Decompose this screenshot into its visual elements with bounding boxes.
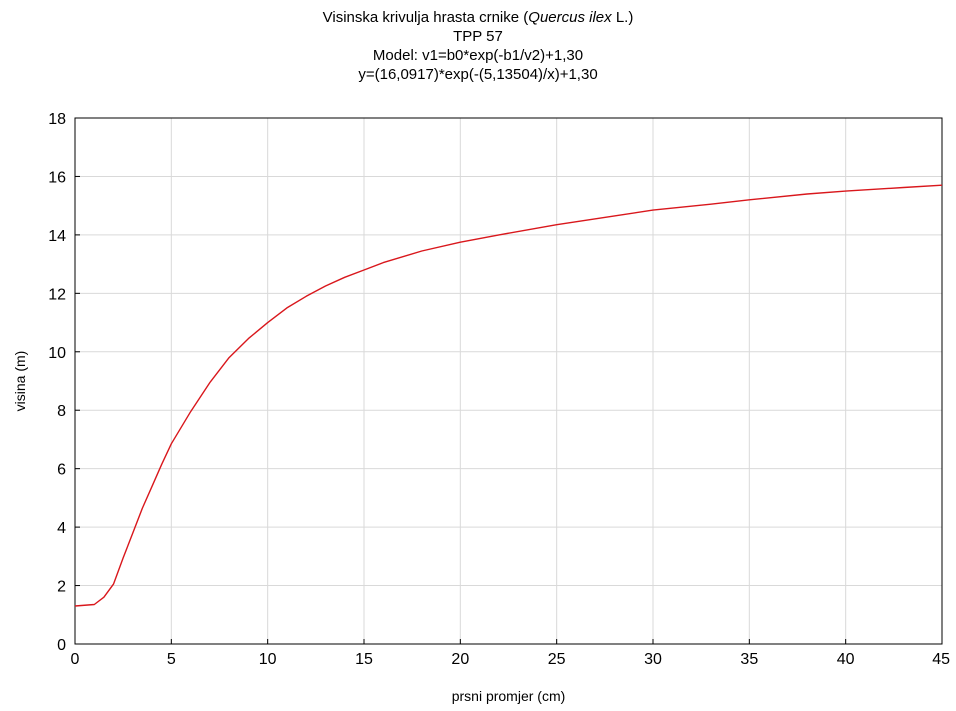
y-tick-label: 18 [48, 111, 66, 128]
x-tick-label: 0 [71, 651, 80, 668]
series-line [74, 184, 943, 607]
x-tick-label: 45 [932, 651, 950, 668]
plot-area-frame [74, 117, 943, 645]
data-series [74, 184, 943, 607]
y-tick-label: 10 [48, 345, 66, 362]
x-tick-label: 15 [355, 651, 373, 668]
y-tick-label: 16 [48, 169, 66, 186]
x-tick-label: 25 [548, 651, 566, 668]
x-tick-label: 35 [740, 651, 758, 668]
x-axis-label: prsni promjer (cm) [452, 688, 566, 704]
x-tick-labels: 0 5 10 15 20 25 30 35 40 45 [71, 651, 951, 668]
chart-title-author: L.) [611, 9, 634, 26]
y-tick-label: 14 [48, 228, 66, 245]
x-tick-label: 10 [259, 651, 277, 668]
x-tick-label: 40 [837, 651, 855, 668]
chart-titles: Visinska krivulja hrasta crnike (Quercus… [0, 8, 956, 84]
y-tick-label: 8 [57, 403, 66, 420]
chart-subtitle-model: Model: v1=b0*exp(-b1/v2)+1,30 [372, 47, 584, 64]
y-axis-label: visina (m) [12, 351, 28, 412]
chart-title: Visinska krivulja hrasta crnike (Quercus… [0, 8, 956, 27]
y-tick-label: 2 [57, 579, 66, 596]
x-tick-label: 20 [451, 651, 469, 668]
chart-subtitle-equation: y=(16,0917)*exp(-(5,13504)/x)+1,30 [358, 66, 598, 83]
grid-lines [74, 117, 943, 645]
x-tick-label: 5 [167, 651, 176, 668]
y-tick-label: 0 [57, 637, 66, 654]
y-tick-label: 12 [48, 286, 66, 303]
x-tick-label: 30 [644, 651, 662, 668]
y-tick-label: 4 [57, 520, 66, 537]
y-tick-labels: 0 2 4 6 8 10 12 14 16 18 [48, 111, 66, 654]
chart-title-species: Quercus ilex [528, 9, 612, 26]
axis-ticks [74, 117, 943, 645]
chart-subtitle-plot: TPP 57 [453, 28, 503, 45]
chart-title-main: Visinska krivulja hrasta crnike ( [322, 9, 529, 26]
y-tick-label: 6 [57, 462, 66, 479]
